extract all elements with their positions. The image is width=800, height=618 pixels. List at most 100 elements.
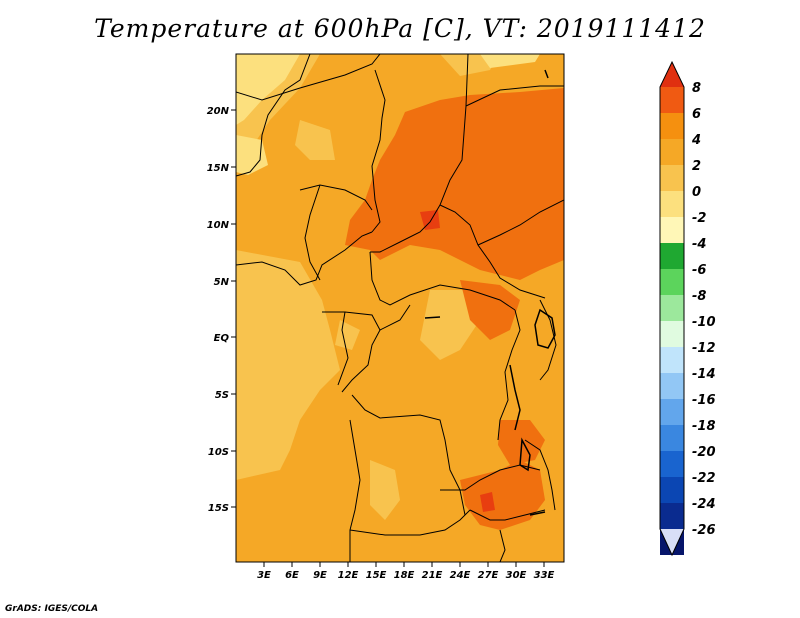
border-line (379, 304, 411, 331)
lon-tick-label: 24E (450, 570, 471, 581)
colorbar-segment (660, 373, 684, 399)
lat-tick-label: EQ (214, 333, 230, 344)
lat-tick-label: 10S (208, 447, 229, 458)
field-zone-0-2 (295, 120, 335, 160)
colorbar-segment (660, 269, 684, 295)
colorbar-segment (660, 243, 684, 269)
colorbar-top-arrow (660, 62, 684, 87)
colorbar-segment (660, 191, 684, 217)
border-line (469, 509, 546, 521)
lat-axis: 20N 15N 10N 5N EQ 5S 10S 15S (207, 106, 236, 514)
colorbar-label: -12 (692, 341, 716, 356)
colorbar-label: -24 (692, 497, 716, 512)
lat-tick-label: 5S (215, 390, 229, 401)
border-line (539, 299, 557, 381)
colorbar-label: 4 (691, 133, 701, 148)
lake-outline (534, 308, 556, 349)
border-line (439, 204, 546, 299)
field-zone-0-2 (420, 290, 480, 360)
colorbar-label: -8 (692, 289, 706, 304)
colorbar-label: 8 (692, 81, 701, 96)
colorbar-segment (660, 477, 684, 503)
temperature-field (236, 54, 564, 562)
chart-title: Temperature at 600hPa [C], VT: 201911141… (94, 14, 706, 43)
colorbar-outline (659, 60, 685, 557)
border-line (477, 199, 564, 246)
field-zone-neg2-0 (236, 135, 268, 175)
colorbar-label: -16 (692, 393, 716, 408)
field-zone-0-2 (335, 320, 360, 350)
field-zone-6-8 (480, 492, 495, 512)
colorbar-label: -22 (692, 471, 716, 486)
colorbar-label: -6 (692, 263, 706, 278)
credit-text: GrADS: IGES/COLA (5, 604, 99, 614)
colorbar-label: 2 (692, 159, 701, 174)
field-zone-neg2-0 (236, 54, 300, 125)
colorbar-segment (660, 87, 684, 113)
lake-outline (424, 316, 441, 319)
border-line (524, 439, 556, 511)
border-line (371, 69, 386, 233)
lon-tick-label: 15E (366, 570, 387, 581)
colorbar-segment (660, 165, 684, 191)
border-line (369, 251, 516, 311)
border-line (299, 184, 373, 211)
lat-tick-label: 10N (207, 220, 230, 231)
lon-axis: 3E 6E 9E 12E 15E 18E 21E 24E 27E 30E 33E (257, 562, 555, 581)
lat-tick-label: 20N (207, 106, 230, 117)
border-line (236, 54, 311, 177)
lat-tick-label: 15N (207, 163, 230, 174)
colorbar-segment (660, 503, 684, 529)
lon-tick-label: 6E (285, 570, 299, 581)
country-borders (236, 54, 564, 562)
field-zone-4-6 (345, 88, 564, 280)
lon-tick-label: 30E (506, 570, 527, 581)
colorbar-segment (660, 139, 684, 165)
field-zone-0-2 (370, 460, 400, 520)
colorbar-segment (660, 347, 684, 373)
lat-tick-label: 15S (208, 503, 229, 514)
border-line (322, 311, 381, 393)
colorbar-label: -26 (692, 523, 716, 538)
field-zone-4-6 (460, 460, 545, 530)
colorbar-segment (660, 425, 684, 451)
border-line (370, 54, 469, 253)
lakes (424, 69, 556, 516)
lake-outline (509, 364, 521, 431)
field-zone-4-6 (460, 280, 520, 340)
colorbar-segment (660, 295, 684, 321)
colorbar-label: 0 (692, 185, 701, 200)
field-zone-6-8 (420, 210, 440, 230)
lake-outline (519, 437, 531, 472)
colorbar-label: -10 (692, 315, 716, 330)
border-line (440, 464, 541, 491)
border-line (349, 419, 361, 562)
lon-tick-label: 33E (534, 570, 555, 581)
lake-outline (529, 511, 546, 516)
colorbar-segment (660, 217, 684, 243)
lake-outline (544, 69, 549, 79)
lon-tick-label: 3E (257, 570, 271, 581)
colorbar: 8 6 4 2 0 -2 -4 -6 -8 -10 -12 -14 -16 -1… (659, 60, 716, 557)
border-line (236, 54, 381, 101)
colorbar-label: -2 (692, 211, 706, 226)
map-frame (235, 53, 565, 563)
lon-tick-label: 27E (478, 570, 499, 581)
colorbar-segment (660, 399, 684, 425)
colorbar-segment (660, 451, 684, 477)
colorbar-segment (660, 113, 684, 139)
colorbar-label: -14 (692, 367, 716, 382)
lon-tick-label: 18E (394, 570, 415, 581)
field-zone-neg2-0 (480, 54, 540, 68)
field-zone-0-2 (236, 250, 340, 480)
border-line (304, 184, 321, 281)
colorbar-bottom-arrow (660, 529, 684, 555)
border-line (497, 309, 521, 441)
lat-tick-label: 5N (214, 277, 230, 288)
colorbar-label: -20 (692, 445, 716, 460)
colorbar-label: 6 (692, 107, 701, 122)
border-line (499, 529, 506, 562)
border-line (349, 509, 471, 536)
border-line (236, 231, 373, 286)
